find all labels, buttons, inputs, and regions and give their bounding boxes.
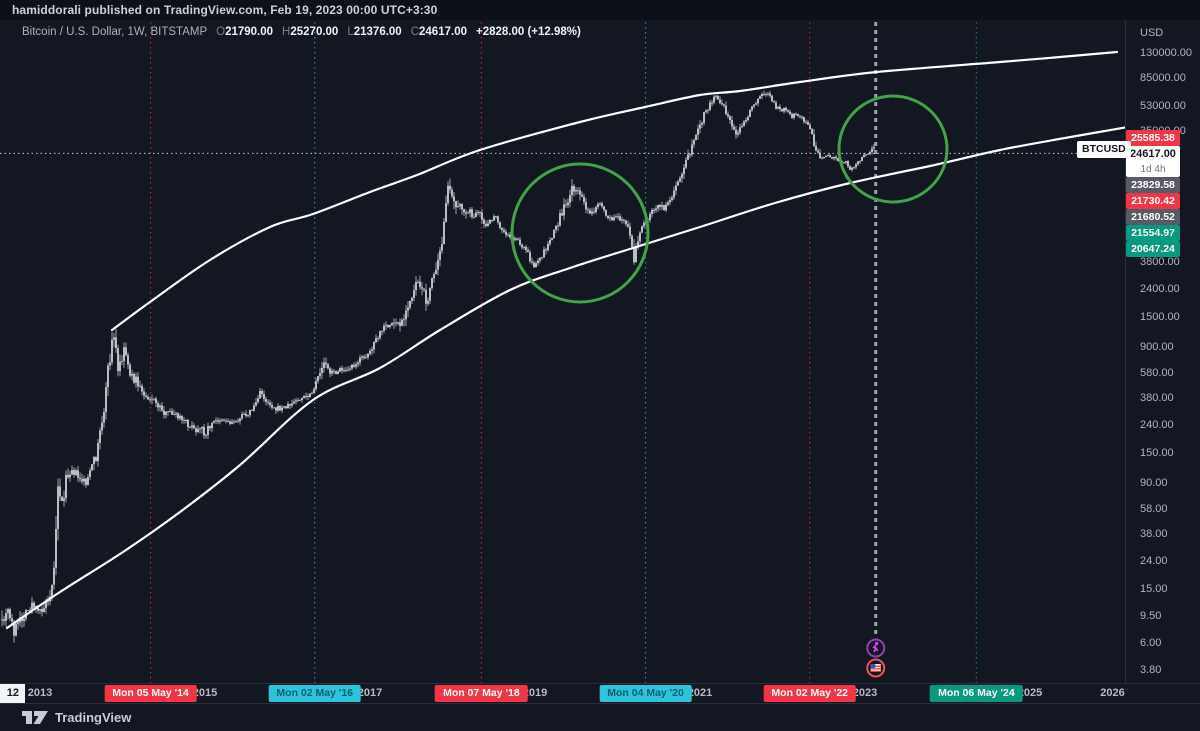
price-tick-label: 3800.00 [1140, 255, 1180, 268]
price-tick-label: 90.00 [1140, 477, 1168, 490]
halving-date-badge[interactable]: Mon 02 May '16 [268, 685, 362, 702]
highlight-circle[interactable] [837, 94, 949, 204]
year-label: 2013 [27, 687, 53, 699]
year-label: 2017 [357, 687, 383, 699]
symbol-tag[interactable]: BTCUSD [1077, 141, 1131, 158]
ohlc-label: O [216, 26, 226, 38]
tradingview-brand[interactable]: TradingView [22, 710, 131, 725]
currency-label: USD [1140, 27, 1164, 39]
year-label: 2026 [1100, 687, 1125, 699]
price-tick-label: 240.00 [1140, 419, 1174, 432]
ohlc-label: L [347, 26, 354, 38]
ohlc-value: 21790.00 [225, 26, 274, 38]
price-axis[interactable]: USD 130000.0085000.0053000.0035000.00380… [1125, 0, 1200, 683]
price-tick-label: 900.00 [1140, 340, 1174, 353]
ohlc-value: 21376.00 [353, 26, 402, 38]
price-tick-label: 130000.00 [1140, 47, 1192, 59]
price-tick-label: 9.50 [1140, 609, 1162, 622]
calendar-event-icon[interactable] [866, 638, 886, 658]
halving-date-badge[interactable]: Mon 04 May '20 [599, 685, 692, 702]
price-tick-label: 24.00 [1140, 555, 1168, 568]
ohlc-value: 25270.00 [290, 26, 339, 38]
price-label-badge: 25585.38 [1126, 130, 1180, 146]
price-tick-label: 3.80 [1140, 664, 1162, 677]
halving-date-badge[interactable]: Mon 05 May '14 [104, 685, 197, 702]
ohlc-values: O21790.00 H25270.00 L21376.00 C24617.00 [207, 26, 467, 38]
price-label-badge: 21730.42 [1126, 193, 1180, 209]
time-axis[interactable]: 12 2013 2015 2017 2019 2021 2023 2025 2026 Mon 0… [0, 683, 1200, 703]
halving-date-badge[interactable]: Mon 06 May '24 [930, 685, 1023, 702]
year-label: 2019 [522, 687, 548, 699]
partial-year-label: 12 [0, 684, 25, 703]
chart-legend: Bitcoin / U.S. Dollar, 1W, BITSTAMP O2179… [22, 26, 581, 38]
ohlc-label: H [282, 26, 291, 38]
year-label: 2025 [1017, 687, 1043, 699]
status-bar: TradingView [0, 703, 1200, 731]
price-tick-label: 15.00 [1140, 582, 1168, 595]
year-label: 2023 [852, 687, 878, 699]
halving-date-badge[interactable]: Mon 07 May '18 [435, 685, 528, 702]
price-label-badge: 21680.52 [1126, 209, 1180, 225]
price-tick-label: 53000.00 [1140, 100, 1186, 113]
tradingview-logo-icon [22, 711, 48, 724]
symbol-title[interactable]: Bitcoin / U.S. Dollar, 1W, BITSTAMP [22, 26, 208, 38]
price-tick-label: 580.00 [1140, 366, 1174, 379]
price-label-badge: 20647.24 [1126, 241, 1180, 257]
year-label: 2015 [192, 687, 218, 699]
brand-text: TradingView [55, 710, 132, 725]
price-tick-label: 58.00 [1140, 503, 1168, 515]
halving-date-badge[interactable]: Mon 02 May '22 [763, 685, 857, 702]
price-tick-label: 85000.00 [1140, 72, 1186, 85]
price-tick-label: 1500.00 [1140, 310, 1180, 323]
price-label-badge: 24617.00 1d 4h [1126, 146, 1180, 177]
price-tick-label: 38.00 [1140, 527, 1168, 540]
price-tick-label: 380.00 [1140, 391, 1174, 404]
price-label-badge: 21554.97 [1126, 225, 1180, 241]
highlight-circle[interactable] [510, 162, 650, 304]
candlestick-chart[interactable] [0, 0, 1125, 683]
year-label: 2021 [687, 687, 713, 699]
change-value: +2828.00 (+12.98%) [475, 26, 581, 38]
price-tick-label: 2400.00 [1140, 282, 1180, 295]
price-tick-label: 6.00 [1140, 637, 1162, 650]
price-tick-label: 150.00 [1140, 446, 1174, 459]
publisher-bar: hamiddorali published on TradingView.com… [0, 0, 1200, 20]
price-label-badge: 23829.58 [1126, 177, 1180, 193]
ohlc-value: 24617.00 [419, 26, 467, 38]
ohlc-label: C [410, 26, 420, 38]
us-flag-event-icon[interactable] [866, 658, 886, 678]
publisher-text: hamiddorali published on TradingView.com… [12, 3, 438, 17]
